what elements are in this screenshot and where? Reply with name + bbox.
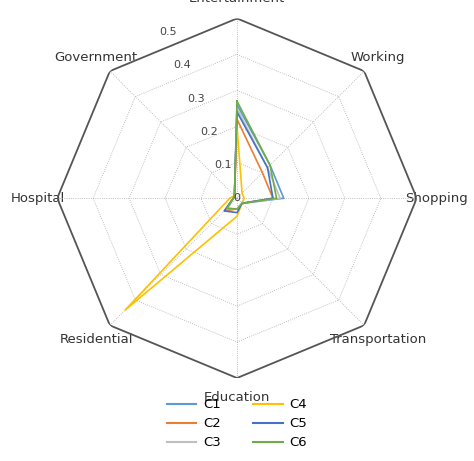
- Text: 0.1: 0.1: [214, 160, 232, 170]
- Text: 0.4: 0.4: [173, 60, 191, 71]
- Text: 0.2: 0.2: [201, 127, 219, 137]
- Text: 0.5: 0.5: [159, 27, 177, 37]
- Text: 0.3: 0.3: [187, 94, 204, 104]
- Text: 0: 0: [234, 193, 240, 203]
- Legend: C1, C2, C3, C4, C5, C6: C1, C2, C3, C4, C5, C6: [162, 393, 312, 455]
